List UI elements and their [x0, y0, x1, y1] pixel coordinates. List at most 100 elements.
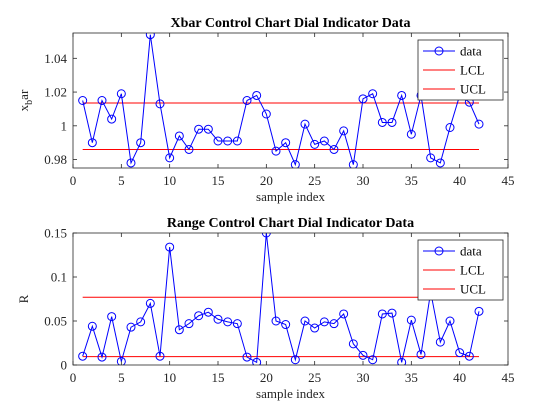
data-point: [290, 355, 300, 365]
y-tick-label: 1.02: [44, 85, 67, 100]
data-point: [406, 315, 416, 325]
data-point: [358, 350, 368, 360]
y-axis-label-tail: ar: [16, 89, 31, 100]
data-point: [455, 348, 465, 358]
y-axis-label: R: [16, 294, 31, 303]
data-point: [474, 119, 484, 129]
legend-swatch-marker: [434, 46, 444, 56]
legend-item-lcl: LCL: [423, 263, 485, 278]
series-line-data: [82, 34, 480, 167]
data-point: [300, 119, 310, 129]
data-point: [242, 96, 252, 105]
y-axis-label-subscript: b: [24, 100, 35, 105]
x-tick-label: 15: [212, 370, 225, 385]
data-point: [116, 356, 126, 365]
data-point: [184, 144, 194, 154]
data-point: [155, 99, 165, 109]
series-group: [78, 233, 484, 365]
chart-2: Range Control Chart Dial Indicator Data 0…: [16, 216, 515, 401]
data-point: [348, 339, 358, 349]
data-point: [136, 317, 146, 327]
data-point: [426, 153, 436, 163]
data-point: [464, 351, 474, 361]
data-point: [252, 357, 262, 365]
y-axis-label-main: x: [16, 104, 31, 111]
data-point: [155, 351, 165, 361]
legend-item-data: data: [423, 244, 482, 259]
data-point: [281, 138, 291, 148]
y-tick-label: 1.04: [44, 51, 67, 66]
data-point: [203, 124, 213, 134]
data-point: [474, 306, 484, 316]
data-point: [126, 158, 136, 168]
data-point: [136, 138, 146, 148]
x-tick-label: 35: [405, 370, 418, 385]
x-tick-label: 0: [70, 173, 77, 188]
data-point: [261, 233, 271, 238]
x-tick-label: 10: [163, 173, 176, 188]
axes-box: [72, 232, 509, 366]
series-group: [78, 33, 484, 168]
data-point: [232, 319, 242, 329]
y-tick-label: 0.15: [44, 226, 67, 241]
x-tick-label: 30: [357, 370, 370, 385]
y-tick-label: 0.05: [44, 314, 67, 329]
data-point: [87, 138, 97, 148]
data-point: [213, 314, 223, 324]
chart-1: Xbar Control Chart Dial Indicator Data 0 5…: [16, 16, 515, 204]
data-point: [445, 316, 455, 326]
data-point: [242, 352, 252, 362]
x-tick-label: 20: [260, 370, 273, 385]
legend-label: LCL: [460, 263, 485, 278]
x-axis-label: sample index: [256, 189, 325, 204]
legend-label: LCL: [460, 63, 485, 78]
data-point: [87, 321, 97, 331]
data-point: [290, 160, 300, 168]
legend-label: data: [460, 244, 482, 259]
data-point: [377, 309, 387, 319]
x-tick-label: 30: [357, 173, 370, 188]
y-tick-label: 1: [61, 118, 68, 133]
data-point: [97, 96, 107, 105]
data-point: [165, 153, 175, 163]
legend-label: data: [460, 44, 482, 59]
x-tick-label: 25: [308, 173, 321, 188]
legend-box: [417, 239, 504, 301]
data-point: [387, 308, 397, 318]
y-tick-label: 0.1: [51, 270, 67, 285]
data-point: [416, 349, 426, 359]
x-tick-label: 40: [453, 370, 466, 385]
data-point: [310, 323, 320, 333]
legend-swatch-marker: [434, 246, 444, 256]
data-point: [203, 307, 213, 317]
data-point: [319, 136, 329, 146]
x-axis-label: sample index: [256, 386, 325, 401]
series-line-data: [82, 233, 480, 364]
data-point: [97, 352, 107, 362]
data-point: [406, 129, 416, 139]
data-point: [329, 144, 339, 154]
data-point: [174, 131, 184, 141]
legend: data LCL UCL: [417, 39, 504, 101]
data-point: [310, 139, 320, 149]
data-point: [300, 316, 310, 326]
x-tick-label: 20: [260, 173, 273, 188]
data-point: [435, 158, 445, 168]
data-point: [281, 320, 291, 330]
data-point: [261, 109, 271, 119]
x-tick-label: 45: [502, 370, 515, 385]
data-point: [387, 117, 397, 127]
data-point: [348, 160, 358, 168]
data-point: [319, 317, 329, 327]
axes-box: [72, 32, 509, 169]
data-point: [78, 96, 88, 105]
data-point: [145, 298, 155, 308]
y-tick-label: 0: [61, 358, 68, 373]
x-tick-label: 45: [502, 173, 515, 188]
data-point: [368, 355, 378, 365]
data-point: [377, 117, 387, 127]
legend-item-data: data: [423, 44, 482, 59]
x-tick-label: 10: [163, 370, 176, 385]
x-tick-label: 5: [118, 370, 125, 385]
data-point: [358, 94, 368, 104]
